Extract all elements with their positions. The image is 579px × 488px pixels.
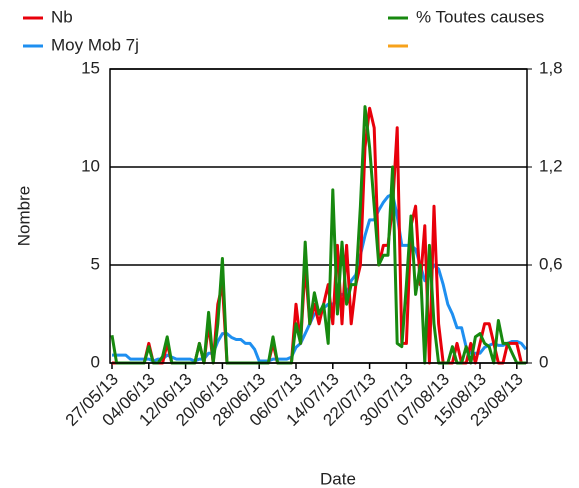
y-tick-label: 5 bbox=[91, 254, 100, 273]
plot-frame bbox=[109, 68, 528, 364]
x-axis-label: Date bbox=[320, 469, 356, 488]
y2-tick-label: 0 bbox=[539, 352, 548, 371]
y-tick-label: 0 bbox=[91, 352, 100, 371]
legend-label: Moy Mob 7j bbox=[51, 35, 139, 54]
y2-tick-label: 1,2 bbox=[539, 156, 563, 175]
y-axis-label: Nombre bbox=[14, 186, 33, 246]
y2-tick-label: 1,8 bbox=[539, 58, 563, 77]
legend-label: % Toutes causes bbox=[416, 7, 544, 26]
y2-tick-label: 0,6 bbox=[539, 254, 563, 273]
y-tick-label: 10 bbox=[81, 156, 100, 175]
y-tick-label: 15 bbox=[81, 58, 100, 77]
legend-label: Nb bbox=[51, 7, 73, 26]
